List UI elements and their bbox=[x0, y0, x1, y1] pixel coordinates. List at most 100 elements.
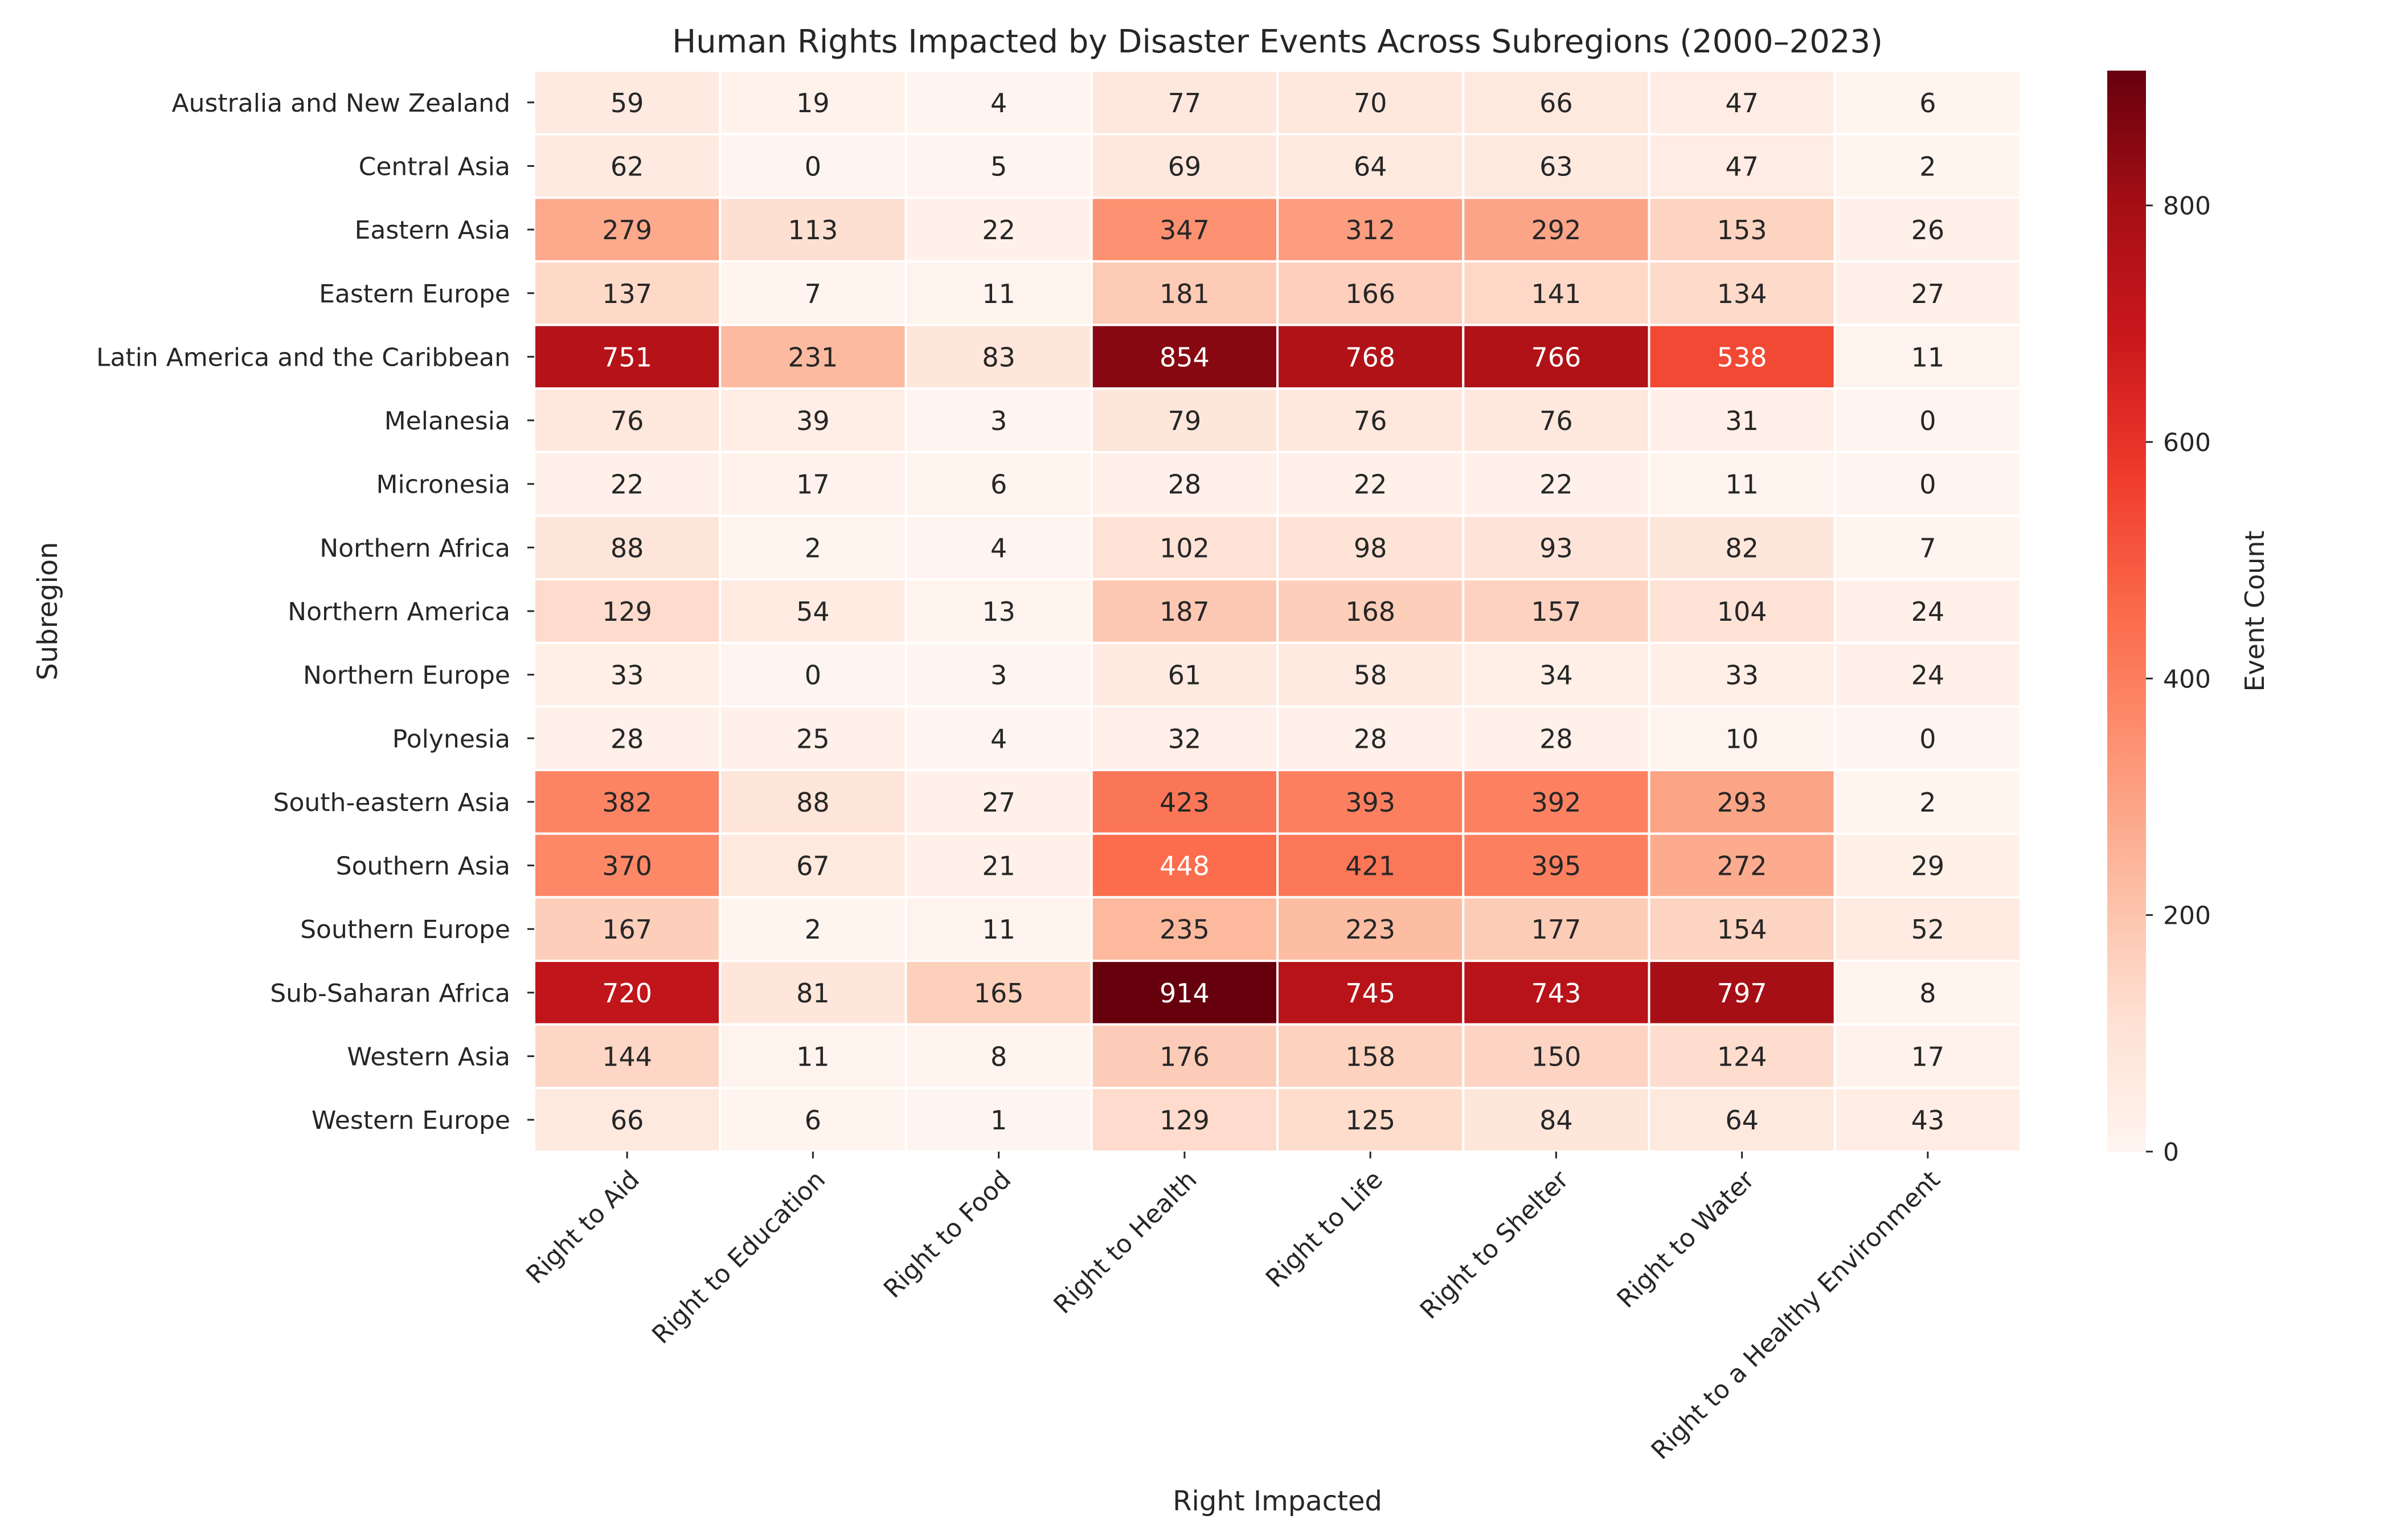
cell-value-label: 11 bbox=[1725, 469, 1759, 500]
heatmap-cell bbox=[1090, 196, 1279, 263]
heatmap-cell bbox=[1090, 260, 1279, 326]
heatmap-cell bbox=[904, 832, 1093, 899]
cell-value-label: 4 bbox=[990, 533, 1007, 563]
column-label: Right to Education bbox=[646, 1165, 831, 1350]
heatmap-cell bbox=[1276, 641, 1465, 708]
cell-value-label: 58 bbox=[1354, 660, 1387, 691]
heatmap-cell bbox=[904, 705, 1093, 772]
column-label: Right to Water bbox=[1611, 1165, 1760, 1314]
cell-value-label: 177 bbox=[1531, 914, 1581, 945]
cell-value-label: 76 bbox=[1354, 406, 1387, 436]
heatmap-cell bbox=[1648, 196, 1836, 263]
cell-value-label: 272 bbox=[1717, 851, 1767, 882]
cell-value-label: 167 bbox=[602, 914, 652, 945]
heatmap-cell bbox=[1833, 1087, 2022, 1153]
cell-value-label: 69 bbox=[1168, 151, 1202, 182]
heatmap-cell bbox=[1090, 1087, 1279, 1153]
heatmap-cell bbox=[904, 450, 1093, 517]
cell-value-label: 17 bbox=[1911, 1042, 1945, 1072]
row-label: Northern America bbox=[288, 597, 510, 626]
cell-value-label: 34 bbox=[1539, 660, 1573, 691]
cell-value-label: 165 bbox=[974, 978, 1024, 1009]
heatmap-cell bbox=[719, 641, 907, 708]
heatmap-cell bbox=[1833, 387, 2022, 453]
heatmap-cell bbox=[533, 1023, 722, 1090]
cell-value-label: 2 bbox=[805, 914, 821, 945]
column-labels: Right to Aid Right to Education Right to F… bbox=[521, 1152, 1946, 1465]
heatmap-cell bbox=[1833, 1023, 2022, 1090]
cell-value-label: 768 bbox=[1345, 342, 1395, 372]
heatmap-cell bbox=[1833, 960, 2022, 1026]
heatmap-cell bbox=[1648, 260, 1836, 326]
heatmap-cell bbox=[719, 133, 907, 199]
heatmap-cell bbox=[1276, 514, 1465, 581]
heatmap-cell bbox=[719, 387, 907, 453]
colorbar-tick-label: 800 bbox=[2163, 192, 2211, 221]
cell-value-label: 21 bbox=[982, 851, 1015, 882]
heatmap-cell bbox=[904, 896, 1093, 962]
cell-value-label: 77 bbox=[1168, 88, 1202, 118]
cell-value-label: 153 bbox=[1717, 215, 1767, 245]
cell-value-label: 32 bbox=[1168, 723, 1202, 754]
cell-value-label: 24 bbox=[1911, 596, 1945, 627]
heatmap-cell bbox=[533, 896, 722, 962]
heatmap-cell bbox=[1276, 705, 1465, 772]
heatmap-cell bbox=[719, 832, 907, 899]
cell-value-label: 3 bbox=[990, 660, 1007, 691]
cell-value-label: 31 bbox=[1725, 406, 1759, 436]
cell-value-label: 0 bbox=[805, 660, 821, 691]
heatmap-cell bbox=[1090, 133, 1279, 199]
cell-value-label: 720 bbox=[602, 978, 652, 1009]
heatmap-cell bbox=[1276, 387, 1465, 453]
cell-value-label: 125 bbox=[1345, 1105, 1395, 1136]
column-label: Right to Aid bbox=[521, 1165, 645, 1290]
heatmap-cell bbox=[533, 769, 722, 835]
cell-value-label: 47 bbox=[1725, 151, 1759, 182]
heatmap-cell bbox=[1833, 641, 2022, 708]
cell-value-label: 751 bbox=[602, 342, 652, 372]
heatmap-cell bbox=[1833, 578, 2022, 644]
cell-value-label: 2 bbox=[1919, 787, 1936, 818]
cell-value-label: 22 bbox=[1539, 469, 1573, 500]
cell-value-label: 28 bbox=[1539, 723, 1573, 754]
heatmap-cell bbox=[1090, 832, 1279, 899]
cell-value-label: 62 bbox=[611, 151, 644, 182]
cell-value-label: 28 bbox=[611, 723, 644, 754]
cell-value-label: 25 bbox=[796, 723, 830, 754]
colorbar-tick-label: 0 bbox=[2163, 1138, 2179, 1167]
heatmap-cell bbox=[904, 641, 1093, 708]
heatmap-cell bbox=[904, 960, 1093, 1026]
heatmap-cell bbox=[1462, 387, 1650, 453]
heatmap-cell bbox=[1648, 387, 1836, 453]
cell-value-label: 11 bbox=[982, 278, 1015, 309]
column-label: Right to Health bbox=[1048, 1165, 1202, 1320]
colorbar-gradient bbox=[2107, 71, 2146, 1152]
cell-value-label: 104 bbox=[1717, 596, 1767, 627]
cell-value-label: 0 bbox=[1919, 469, 1936, 500]
y-axis-label: Subregion bbox=[32, 542, 64, 680]
colorbar-tick-label: 400 bbox=[2163, 665, 2211, 694]
cell-value-label: 19 bbox=[796, 88, 830, 118]
heatmap-cell bbox=[1833, 705, 2022, 772]
cell-value-label: 33 bbox=[611, 660, 644, 691]
row-label: Northern Africa bbox=[320, 534, 510, 563]
cell-value-label: 743 bbox=[1531, 978, 1581, 1009]
row-label: Southern Asia bbox=[336, 852, 510, 881]
heatmap-cell bbox=[1462, 69, 1650, 136]
heatmap-cell bbox=[1276, 323, 1465, 390]
heatmap-cell bbox=[1648, 769, 1836, 835]
cell-value-label: 423 bbox=[1160, 787, 1210, 818]
column-label: Right to a Healthy Environment bbox=[1646, 1165, 1946, 1465]
cell-value-label: 0 bbox=[1919, 723, 1936, 754]
cell-value-label: 64 bbox=[1725, 1105, 1759, 1136]
cell-value-label: 124 bbox=[1717, 1042, 1767, 1072]
row-label: Western Asia bbox=[347, 1043, 510, 1072]
cell-value-label: 27 bbox=[1911, 278, 1945, 309]
heatmap-cell bbox=[1276, 196, 1465, 263]
heatmap-cell bbox=[904, 260, 1093, 326]
row-label: Northern Europe bbox=[303, 661, 510, 690]
row-label: South-eastern Asia bbox=[273, 788, 510, 817]
cell-value-label: 47 bbox=[1725, 88, 1759, 118]
